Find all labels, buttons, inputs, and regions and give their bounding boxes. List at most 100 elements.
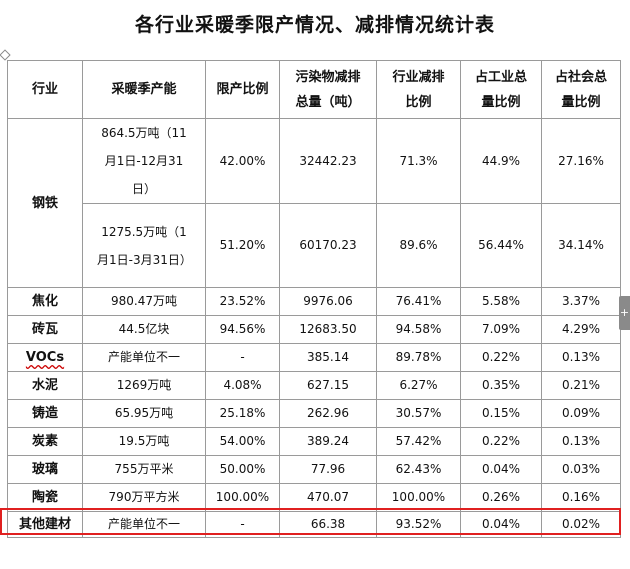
industrial-share-cell: 0.04% xyxy=(460,511,542,538)
industrial-share-cell: 0.22% xyxy=(460,427,542,456)
statistics-table-container: 行业 采暖季产能 限产比例 污染物减排总量（吨） 行业减排比例 占工业总量比例 … xyxy=(7,60,621,538)
industry-ratio-cell: 94.58% xyxy=(376,315,461,344)
statistics-table: 行业 采暖季产能 限产比例 污染物减排总量（吨） 行业减排比例 占工业总量比例 … xyxy=(7,60,621,538)
reduction-cell: 9976.06 xyxy=(279,287,377,316)
spellcheck-underlined-text: VOCs xyxy=(25,350,65,365)
reduction-cell: 66.38 xyxy=(279,511,377,538)
table-row: 其他建材 产能单位不一 - 66.38 93.52% 0.04% 0.02% xyxy=(7,511,621,538)
limit-ratio-cell: 51.20% xyxy=(205,203,280,288)
social-share-cell: 3.37% xyxy=(541,287,621,316)
industry-cell: 铸造 xyxy=(7,399,83,428)
reduction-cell: 60170.23 xyxy=(279,203,377,288)
reduction-cell: 470.07 xyxy=(279,483,377,512)
limit-ratio-cell: 23.52% xyxy=(205,287,280,316)
industry-cell: 炭素 xyxy=(7,427,83,456)
table-row: 焦化 980.47万吨 23.52% 9976.06 76.41% 5.58% … xyxy=(7,287,621,316)
limit-ratio-cell: 54.00% xyxy=(205,427,280,456)
capacity-cell: 19.5万吨 xyxy=(82,427,206,456)
social-share-cell: 0.13% xyxy=(541,343,621,372)
capacity-cell: 755万平米 xyxy=(82,455,206,484)
social-share-cell: 0.16% xyxy=(541,483,621,512)
capacity-cell: 1269万吨 xyxy=(82,371,206,400)
industrial-share-cell: 0.35% xyxy=(460,371,542,400)
header-industrial-share: 占工业总量比例 xyxy=(460,60,542,119)
social-share-cell: 27.16% xyxy=(541,118,621,204)
table-row: 1275.5万吨（1月1日-3月31日） 51.20% 60170.23 89.… xyxy=(8,203,621,288)
header-industry: 行业 xyxy=(7,60,83,119)
limit-ratio-cell: 50.00% xyxy=(205,455,280,484)
table-row: 炭素 19.5万吨 54.00% 389.24 57.42% 0.22% 0.1… xyxy=(7,427,621,456)
industry-ratio-cell: 6.27% xyxy=(376,371,461,400)
industrial-share-cell: 0.22% xyxy=(460,343,542,372)
industrial-share-cell: 5.58% xyxy=(460,287,542,316)
side-expand-tab[interactable]: + xyxy=(619,296,630,330)
social-share-cell: 0.21% xyxy=(541,371,621,400)
limit-ratio-cell: 100.00% xyxy=(205,483,280,512)
limit-ratio-cell: 4.08% xyxy=(205,371,280,400)
social-share-cell: 34.14% xyxy=(541,203,621,288)
reduction-cell: 77.96 xyxy=(279,455,377,484)
industry-cell: 其他建材 xyxy=(7,511,83,538)
limit-ratio-cell: 42.00% xyxy=(205,118,280,204)
industry-cell: 陶瓷 xyxy=(7,483,83,512)
header-capacity: 采暖季产能 xyxy=(82,60,206,119)
header-social-share: 占社会总量比例 xyxy=(541,60,621,119)
industrial-share-cell: 0.26% xyxy=(460,483,542,512)
reduction-cell: 389.24 xyxy=(279,427,377,456)
table-row: 玻璃 755万平米 50.00% 77.96 62.43% 0.04% 0.03… xyxy=(7,455,621,484)
industry-cell: 砖瓦 xyxy=(7,315,83,344)
reduction-cell: 32442.23 xyxy=(279,118,377,204)
table-row: 砖瓦 44.5亿块 94.56% 12683.50 94.58% 7.09% 4… xyxy=(7,315,621,344)
industrial-share-cell: 0.15% xyxy=(460,399,542,428)
header-limit-ratio: 限产比例 xyxy=(205,60,280,119)
header-industry-reduction-ratio: 行业减排比例 xyxy=(376,60,461,119)
table-row: 水泥 1269万吨 4.08% 627.15 6.27% 0.35% 0.21% xyxy=(7,371,621,400)
industry-cell: 玻璃 xyxy=(7,455,83,484)
capacity-cell: 1275.5万吨（1月1日-3月31日） xyxy=(82,203,206,288)
social-share-cell: 0.09% xyxy=(541,399,621,428)
social-share-cell: 0.03% xyxy=(541,455,621,484)
table-header-row: 行业 采暖季产能 限产比例 污染物减排总量（吨） 行业减排比例 占工业总量比例 … xyxy=(7,60,621,119)
industry-cell: 焦化 xyxy=(7,287,83,316)
capacity-cell: 产能单位不一 xyxy=(82,343,206,372)
industrial-share-cell: 44.9% xyxy=(460,118,542,204)
industrial-share-cell: 0.04% xyxy=(460,455,542,484)
industry-ratio-cell: 89.78% xyxy=(376,343,461,372)
capacity-cell: 产能单位不一 xyxy=(82,511,206,538)
industry-ratio-cell: 100.00% xyxy=(376,483,461,512)
industry-ratio-cell: 62.43% xyxy=(376,455,461,484)
social-share-cell: 4.29% xyxy=(541,315,621,344)
industrial-share-cell: 56.44% xyxy=(460,203,542,288)
limit-ratio-cell: - xyxy=(205,343,280,372)
reduction-cell: 262.96 xyxy=(279,399,377,428)
limit-ratio-cell: 94.56% xyxy=(205,315,280,344)
table-row: 铸造 65.95万吨 25.18% 262.96 30.57% 0.15% 0.… xyxy=(7,399,621,428)
table-row: VOCs 产能单位不一 - 385.14 89.78% 0.22% 0.13% xyxy=(7,343,621,372)
industry-ratio-cell: 89.6% xyxy=(376,203,461,288)
limit-ratio-cell: - xyxy=(205,511,280,538)
industry-ratio-cell: 30.57% xyxy=(376,399,461,428)
industry-cell: 水泥 xyxy=(7,371,83,400)
social-share-cell: 0.13% xyxy=(541,427,621,456)
industry-cell: VOCs xyxy=(7,343,83,372)
industry-ratio-cell: 76.41% xyxy=(376,287,461,316)
capacity-cell: 44.5亿块 xyxy=(82,315,206,344)
reduction-cell: 12683.50 xyxy=(279,315,377,344)
social-share-cell: 0.02% xyxy=(541,511,621,538)
industry-ratio-cell: 93.52% xyxy=(376,511,461,538)
table-row-highlighted: 陶瓷 790万平方米 100.00% 470.07 100.00% 0.26% … xyxy=(7,483,621,512)
capacity-cell: 790万平方米 xyxy=(82,483,206,512)
reduction-cell: 627.15 xyxy=(279,371,377,400)
table-move-handle[interactable] xyxy=(0,49,11,61)
capacity-cell: 65.95万吨 xyxy=(82,399,206,428)
capacity-cell: 980.47万吨 xyxy=(82,287,206,316)
reduction-cell: 385.14 xyxy=(279,343,377,372)
header-pollutant-reduction: 污染物减排总量（吨） xyxy=(279,60,377,119)
capacity-cell: 864.5万吨（11月1日-12月31日） xyxy=(82,118,206,204)
industry-cell: 钢铁 xyxy=(7,118,83,288)
limit-ratio-cell: 25.18% xyxy=(205,399,280,428)
industry-ratio-cell: 57.42% xyxy=(376,427,461,456)
page-title: 各行业采暖季限产情况、减排情况统计表 xyxy=(134,14,495,36)
industry-ratio-cell: 71.3% xyxy=(376,118,461,204)
table-row: 钢铁 864.5万吨（11月1日-12月31日） 42.00% 32442.23… xyxy=(7,118,621,288)
